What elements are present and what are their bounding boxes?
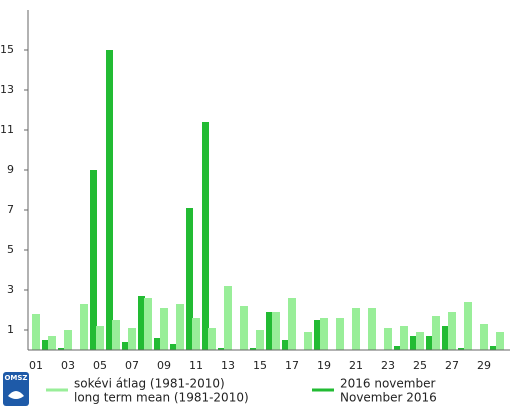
y-tick-label: 15 [0, 43, 14, 56]
bar [138, 296, 145, 350]
bar [218, 348, 225, 350]
x-tick-label: 25 [413, 359, 427, 372]
bar [192, 318, 200, 350]
legend-label: 2016 november [340, 377, 435, 391]
bar [80, 304, 88, 350]
bar [288, 298, 296, 350]
x-tick-label: 29 [477, 359, 491, 372]
x-tick-label: 03 [61, 359, 75, 372]
bar [442, 326, 449, 350]
bar [106, 50, 113, 350]
x-tick-label: 07 [125, 359, 139, 372]
bar [266, 312, 273, 350]
bar [410, 336, 417, 350]
legend-label: November 2016 [340, 391, 437, 405]
x-tick-label: 23 [381, 359, 395, 372]
x-tick-label: 21 [349, 359, 363, 372]
bar [208, 328, 216, 350]
bar [282, 340, 289, 350]
bar [464, 302, 472, 350]
bar [90, 170, 97, 350]
bar [256, 330, 264, 350]
logo-badge [3, 372, 29, 406]
bar [250, 348, 257, 350]
bar [394, 346, 401, 350]
bar [112, 320, 120, 350]
x-tick-label: 09 [157, 359, 171, 372]
legend-label: sokévi átlag (1981-2010) [74, 377, 225, 391]
x-tick-label: 13 [221, 359, 235, 372]
bar [42, 340, 49, 350]
y-tick-label: 5 [7, 243, 14, 256]
bar [186, 208, 193, 350]
bar [176, 304, 184, 350]
bar [320, 318, 328, 350]
bar [48, 336, 56, 350]
bar [400, 326, 408, 350]
bar [368, 308, 376, 350]
bar [272, 312, 280, 350]
bar [496, 332, 504, 350]
bar [480, 324, 488, 350]
x-tick-label: 15 [253, 359, 267, 372]
bar [122, 342, 129, 350]
x-tick-label: 17 [285, 359, 299, 372]
logo-text: OMSZ [4, 374, 27, 382]
legend-label: long term mean (1981-2010) [74, 391, 249, 405]
x-tick-label: 19 [317, 359, 331, 372]
y-tick-label: 11 [0, 123, 14, 136]
bar [458, 348, 465, 350]
bar [128, 328, 136, 350]
bar [144, 298, 152, 350]
logo-wave [8, 391, 24, 399]
bar [304, 332, 312, 350]
x-tick-label: 01 [29, 359, 43, 372]
logo: OMSZ [3, 372, 29, 406]
bar [352, 308, 360, 350]
bar [384, 328, 392, 350]
y-tick-label: 13 [0, 83, 14, 96]
bar [448, 312, 456, 350]
y-tick-label: 3 [7, 283, 14, 296]
bar [202, 122, 209, 350]
bar [64, 330, 72, 350]
bar [426, 336, 433, 350]
y-tick-label: 1 [7, 323, 14, 336]
bar [96, 326, 104, 350]
bar [154, 338, 161, 350]
bar [160, 308, 168, 350]
bar [170, 344, 177, 350]
bar [432, 316, 440, 350]
bar [224, 286, 232, 350]
bar [490, 346, 497, 350]
bar [416, 332, 424, 350]
bar [32, 314, 40, 350]
y-tick-label: 9 [7, 163, 14, 176]
bar [58, 348, 65, 350]
bar [314, 320, 321, 350]
x-tick-label: 05 [93, 359, 107, 372]
bar [240, 306, 248, 350]
bar [336, 318, 344, 350]
x-tick-label: 27 [445, 359, 459, 372]
x-tick-label: 11 [189, 359, 203, 372]
y-tick-label: 7 [7, 203, 14, 216]
